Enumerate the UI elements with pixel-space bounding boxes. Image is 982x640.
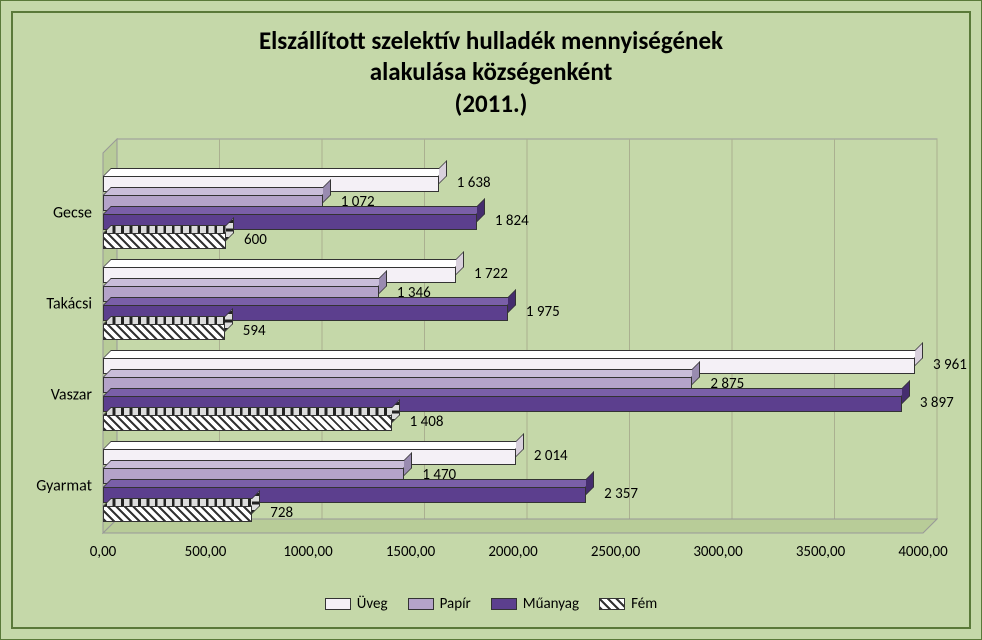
bar-value-label: 3 961 xyxy=(933,356,967,374)
chart-inner: Elszállított szelektív hulladék mennyisé… xyxy=(11,11,971,629)
plot-area: 1 6381 0721 8246001 7221 3461 9755943 96… xyxy=(103,153,923,533)
bar-value-label: 594 xyxy=(243,322,266,340)
legend-label: Fém xyxy=(631,595,657,613)
bar-value-label: 728 xyxy=(270,504,293,522)
bar-value-label: 3 897 xyxy=(920,394,954,412)
bar-value-label: 600 xyxy=(244,231,267,249)
x-axis-tick-label: 1500,00 xyxy=(386,543,435,561)
x-axis-tick-label: 3500,00 xyxy=(796,543,845,561)
x-axis-tick-label: 3000,00 xyxy=(693,543,742,561)
legend-item: Műanyag xyxy=(491,595,579,613)
bar: 728 xyxy=(103,506,252,522)
legend-swatch xyxy=(325,598,351,610)
x-axis-tick-label: 4000,00 xyxy=(898,543,947,561)
x-axis-tick-label: 500,00 xyxy=(185,543,227,561)
bar-value-label: 1 638 xyxy=(457,174,491,192)
x-axis-tick-label: 0,00 xyxy=(90,543,117,561)
bar-value-label: 2 357 xyxy=(604,485,638,503)
bar-value-label: 1 975 xyxy=(526,303,560,321)
legend-swatch xyxy=(491,598,517,610)
title-line-2: alakulása községenként xyxy=(13,56,969,87)
legend: Üveg Papír Műanyag Fém xyxy=(13,595,969,615)
bar: 600 xyxy=(103,233,226,249)
y-axis-category-label: Vaszar xyxy=(51,385,92,404)
x-axis-labels: 0,00500,001000,001500,002000,002500,0030… xyxy=(103,543,923,563)
y-axis-category-label: Gyarmat xyxy=(36,476,92,495)
title-line-1: Elszállított szelektív hulladék mennyisé… xyxy=(13,25,969,56)
legend-item: Papír xyxy=(408,595,471,613)
x-axis-tick-label: 2000,00 xyxy=(488,543,537,561)
bar: 594 xyxy=(103,324,225,340)
y-axis-category-label: Gecse xyxy=(53,203,92,222)
x-axis-tick-label: 1000,00 xyxy=(283,543,332,561)
legend-label: Üveg xyxy=(357,595,388,613)
legend-swatch xyxy=(408,598,434,610)
legend-label: Műanyag xyxy=(523,595,579,613)
bar-value-label: 1 824 xyxy=(495,212,529,230)
legend-item: Fém xyxy=(599,595,657,613)
y-axis-labels: Gecse Takácsi Vaszar Gyarmat xyxy=(13,153,98,533)
bar-value-label: 2 014 xyxy=(534,447,568,465)
bar: 1 408 xyxy=(103,415,392,431)
chart-container: Elszállított szelektív hulladék mennyisé… xyxy=(0,0,982,640)
legend-label: Papír xyxy=(440,595,471,613)
x-axis-tick-label: 2500,00 xyxy=(591,543,640,561)
chart-title: Elszállított szelektív hulladék mennyisé… xyxy=(13,13,969,119)
bar-value-label: 1 408 xyxy=(410,413,444,431)
y-axis-category-label: Takácsi xyxy=(46,294,92,313)
bar-value-label: 1 722 xyxy=(474,265,508,283)
legend-item: Üveg xyxy=(325,595,388,613)
title-line-3: (2011.) xyxy=(13,88,969,119)
legend-swatch xyxy=(599,598,625,610)
